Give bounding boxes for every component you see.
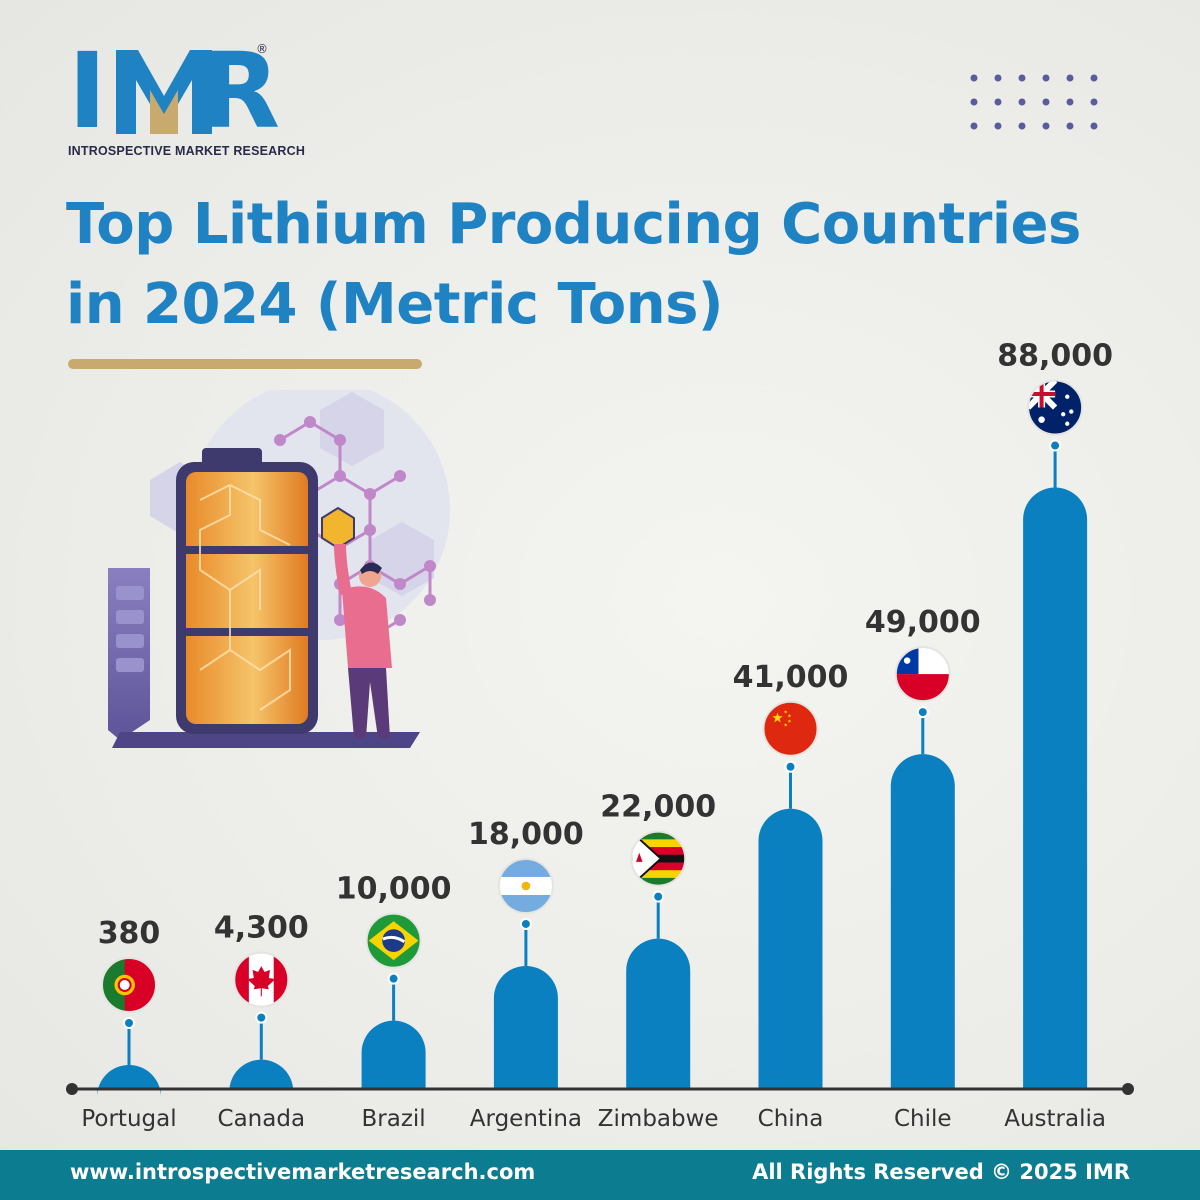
china-flag-icon — [762, 700, 819, 757]
bar-brazil — [361, 1020, 426, 1089]
footer-website-link[interactable]: www.introspectivemarketresearch.com — [70, 1160, 536, 1184]
connector-dot — [123, 1017, 135, 1029]
zimbabwe-flag-icon — [630, 830, 687, 887]
connector-dot — [784, 760, 797, 773]
bar-zimbabwe — [626, 938, 691, 1089]
imr-logo: I R INTROSPECTIVE MARKET RESEARCH — [68, 36, 305, 164]
footer-copyright: All Rights Reserved © 2025 IMR — [752, 1160, 1130, 1184]
australia-flag-icon — [1027, 379, 1084, 436]
x-axis-start-dot — [66, 1083, 78, 1095]
category-label: Zimbabwe — [598, 1106, 719, 1132]
chart-title: Top Lithium Producing Countries in 2024 … — [66, 185, 1186, 345]
bar-canada — [229, 1059, 294, 1092]
brazil-flag-icon — [365, 912, 422, 969]
value-label: 22,000 — [600, 790, 716, 825]
category-label: Argentina — [470, 1106, 582, 1132]
canada-flag-icon — [233, 951, 290, 1008]
value-label: 4,300 — [214, 911, 309, 946]
imr-logo-mark: I R — [68, 36, 280, 146]
value-label: 88,000 — [997, 339, 1113, 374]
category-label: Australia — [1004, 1106, 1106, 1132]
logo-m-shape — [116, 50, 212, 134]
footer-bar: www.introspectivemarketresearch.com All … — [0, 1150, 1200, 1200]
lithium-battery-illustration — [108, 390, 450, 748]
chart-title-line-1: Top Lithium Producing Countries — [66, 192, 1081, 257]
category-label: Brazil — [362, 1106, 426, 1132]
value-label: 18,000 — [468, 817, 584, 852]
connector-dot — [387, 972, 400, 985]
connector-dot — [519, 917, 532, 930]
category-label: Canada — [218, 1106, 306, 1132]
value-label: 41,000 — [733, 660, 849, 695]
bar-chile — [890, 754, 955, 1089]
logo-tagline: INTROSPECTIVE MARKET RESEARCH — [68, 144, 306, 158]
portugal-flag-icon — [101, 957, 157, 1013]
connector-dot — [255, 1011, 268, 1024]
title-underline — [68, 359, 422, 369]
value-label: 380 — [98, 916, 161, 951]
bars-layer — [97, 487, 1088, 1097]
bar-china — [758, 808, 823, 1089]
labels-layer: 380 Portugal 4,300 Canada 10,000 Brazil 18,000… — [81, 339, 1113, 1132]
chart-title-line-2: in 2024 (Metric Tons) — [66, 272, 724, 337]
value-label: 10,000 — [336, 872, 452, 907]
logo-letter-i: I — [68, 30, 107, 152]
connector-dot — [652, 890, 665, 903]
registered-mark: ® — [256, 42, 268, 56]
bar-argentina — [493, 965, 558, 1089]
bar-australia — [1023, 487, 1088, 1089]
connector-dot — [1049, 439, 1062, 452]
connector-dot — [916, 706, 929, 719]
bar-portugal — [97, 1065, 161, 1097]
category-label: China — [758, 1106, 824, 1132]
argentina-flag-icon — [497, 857, 554, 914]
category-label: Chile — [894, 1106, 952, 1132]
x-axis-end-dot — [1122, 1083, 1134, 1095]
logo-letter-r: R — [200, 30, 281, 152]
chile-flag-icon — [894, 646, 951, 703]
value-label: 49,000 — [865, 605, 981, 640]
category-label: Portugal — [81, 1106, 176, 1132]
dot-grid-decoration — [970, 74, 1098, 130]
